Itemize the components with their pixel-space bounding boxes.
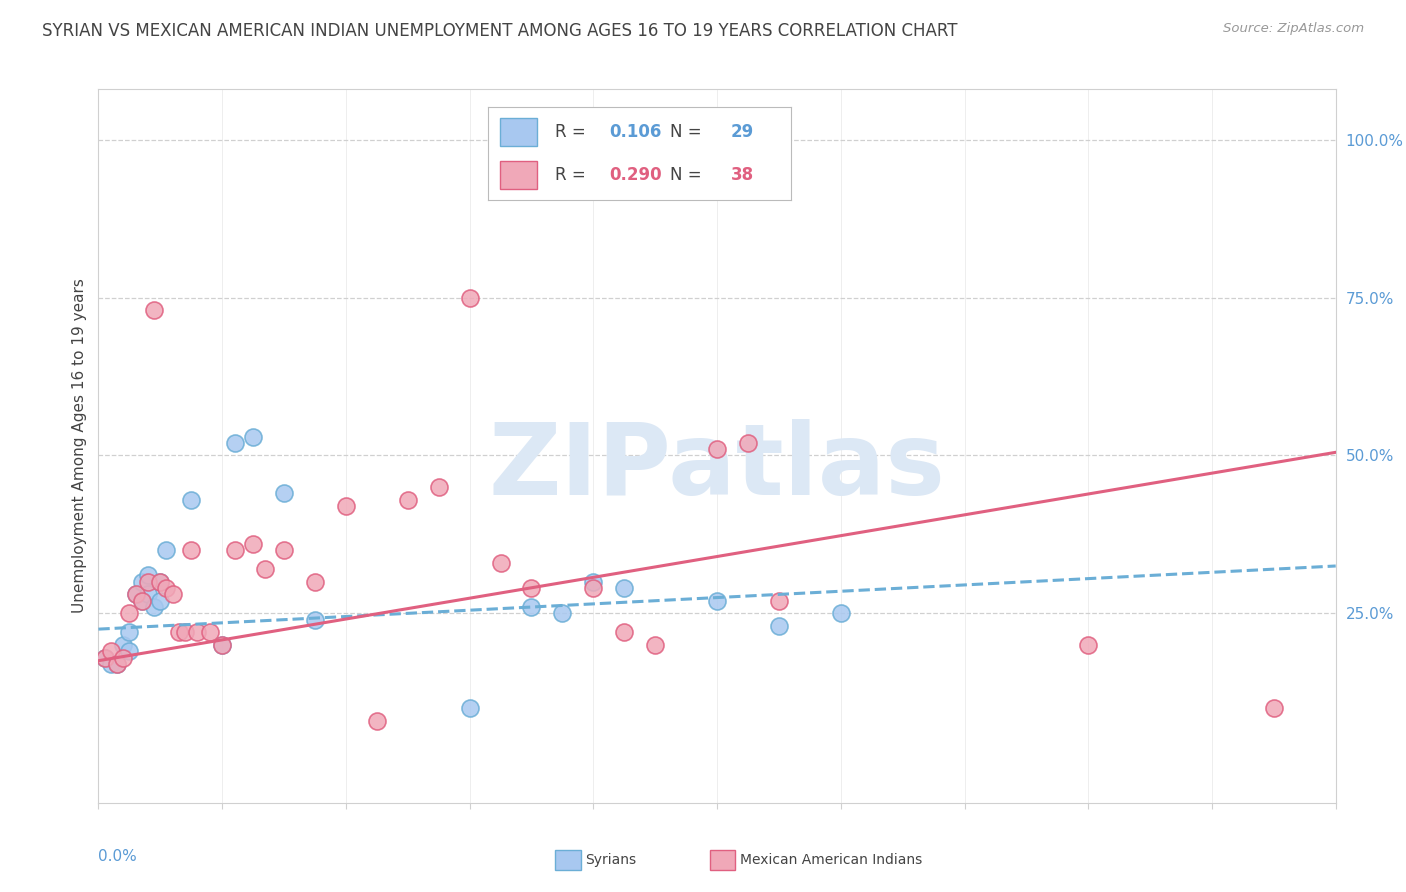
Point — [520, 600, 543, 615]
Point — [180, 543, 202, 558]
Point — [706, 593, 728, 607]
Text: 0.0%: 0.0% — [98, 849, 138, 864]
Point — [396, 492, 419, 507]
Point — [737, 435, 759, 450]
Point — [93, 650, 115, 665]
Point — [131, 574, 153, 589]
Point — [458, 291, 481, 305]
Point — [105, 657, 128, 671]
Point — [174, 625, 197, 640]
Point — [224, 543, 246, 558]
Point — [186, 625, 208, 640]
Point — [136, 568, 159, 582]
Point — [458, 701, 481, 715]
Point — [131, 593, 153, 607]
Point — [613, 581, 636, 595]
Point — [582, 581, 605, 595]
Point — [112, 638, 135, 652]
Point — [304, 613, 326, 627]
Point — [644, 638, 666, 652]
Text: SYRIAN VS MEXICAN AMERICAN INDIAN UNEMPLOYMENT AMONG AGES 16 TO 19 YEARS CORRELA: SYRIAN VS MEXICAN AMERICAN INDIAN UNEMPL… — [42, 22, 957, 40]
Point — [149, 574, 172, 589]
Y-axis label: Unemployment Among Ages 16 to 19 years: Unemployment Among Ages 16 to 19 years — [72, 278, 87, 614]
Point — [198, 625, 221, 640]
Point — [100, 644, 122, 658]
Point — [427, 480, 450, 494]
Text: Syrians: Syrians — [585, 853, 636, 867]
Point — [211, 638, 233, 652]
Point — [304, 574, 326, 589]
Point — [131, 593, 153, 607]
Point — [136, 574, 159, 589]
Point — [143, 303, 166, 318]
Point — [149, 574, 172, 589]
Point — [180, 492, 202, 507]
Point — [118, 625, 141, 640]
Point — [335, 499, 357, 513]
Point — [143, 600, 166, 615]
Point — [162, 587, 184, 601]
Point — [1077, 638, 1099, 652]
Point — [273, 486, 295, 500]
Text: ZIPatlas: ZIPatlas — [489, 419, 945, 516]
Text: Source: ZipAtlas.com: Source: ZipAtlas.com — [1223, 22, 1364, 36]
Point — [136, 587, 159, 601]
Point — [830, 607, 852, 621]
Point — [242, 429, 264, 443]
Point — [112, 650, 135, 665]
Point — [224, 435, 246, 450]
Point — [124, 587, 146, 601]
Text: Mexican American Indians: Mexican American Indians — [740, 853, 922, 867]
Point — [149, 593, 172, 607]
Point — [706, 442, 728, 457]
Point — [93, 650, 115, 665]
Point — [118, 607, 141, 621]
Point — [155, 581, 177, 595]
Point — [551, 607, 574, 621]
Point — [768, 619, 790, 633]
Point — [167, 625, 190, 640]
Point — [105, 657, 128, 671]
Point — [124, 587, 146, 601]
Point — [366, 714, 388, 728]
Point — [211, 638, 233, 652]
Point — [582, 574, 605, 589]
Point — [613, 625, 636, 640]
Point — [118, 644, 141, 658]
Point — [768, 593, 790, 607]
Point — [273, 543, 295, 558]
Point — [520, 581, 543, 595]
Point — [100, 657, 122, 671]
Point — [254, 562, 277, 576]
Point — [489, 556, 512, 570]
Point — [155, 543, 177, 558]
Point — [242, 537, 264, 551]
Point — [1263, 701, 1285, 715]
